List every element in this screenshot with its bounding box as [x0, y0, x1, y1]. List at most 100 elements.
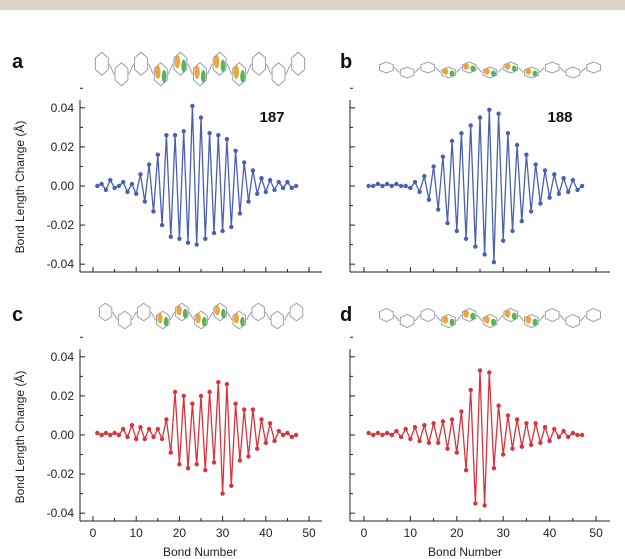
data-point	[575, 187, 580, 193]
data-point	[203, 236, 208, 241]
y-tick-label: 0.00	[51, 428, 75, 442]
data-point	[142, 199, 147, 204]
x-axis-title-right: Bond Number	[428, 545, 502, 559]
data-point	[285, 430, 290, 436]
data-point	[185, 240, 191, 245]
molecule-ring	[291, 51, 306, 76]
data-point	[255, 191, 260, 196]
data-point	[276, 428, 281, 434]
data-point	[575, 432, 580, 438]
molecule-bond	[414, 314, 421, 322]
data-point	[151, 434, 156, 440]
molecule-bond	[112, 311, 118, 321]
data-point	[547, 195, 552, 200]
data-point	[501, 238, 506, 243]
data-point	[561, 176, 566, 181]
orbital-lobe	[181, 59, 187, 73]
data-point	[524, 421, 529, 426]
data-point	[459, 409, 464, 414]
data-point	[454, 450, 459, 455]
panel-letter-d: d	[340, 304, 352, 326]
x-tick-label: 50	[589, 526, 603, 540]
data-point	[542, 168, 548, 173]
orbital-lobe	[483, 315, 490, 324]
data-point	[112, 430, 117, 436]
molecule-bond	[226, 63, 233, 75]
data-point	[138, 172, 143, 177]
data-point	[216, 133, 221, 138]
orbital-lobe	[442, 315, 449, 324]
data-point	[293, 183, 299, 189]
data-point	[116, 432, 122, 438]
orbital-lobe	[511, 65, 517, 72]
data-point	[250, 407, 256, 412]
compound-label: 188	[547, 109, 572, 126]
orbital-lobe	[491, 70, 497, 77]
data-point	[233, 401, 238, 406]
data-point	[440, 419, 446, 424]
data-point	[501, 452, 506, 457]
data-point	[566, 434, 571, 440]
orbital-lobe	[200, 70, 206, 83]
orbital-lobe	[233, 313, 239, 324]
molecule-bond	[559, 67, 566, 73]
x-tick-label: 40	[259, 526, 273, 540]
orbital-lobe	[240, 70, 245, 83]
data-point	[108, 177, 113, 183]
data-point	[129, 423, 135, 428]
data-point	[384, 181, 390, 187]
data-point	[366, 430, 371, 436]
x-tick-label: 10	[129, 526, 143, 540]
orbital-lobe	[214, 305, 220, 316]
data-point	[185, 466, 191, 471]
orbital-lobe	[483, 68, 490, 75]
molecule-bond	[559, 314, 566, 322]
data-point	[463, 236, 469, 241]
data-point	[403, 183, 408, 189]
y-axis-title-top: Bond Length Change (Å)	[12, 121, 27, 254]
panel-d: d 0 10 20 30 40 50	[340, 304, 610, 540]
data-point	[99, 432, 104, 438]
data-point	[259, 417, 264, 422]
data-point	[255, 446, 260, 451]
data-point	[477, 115, 483, 120]
orbital-lobe	[511, 312, 517, 320]
x-axis-title-left: Bond Number	[163, 545, 237, 559]
data-point	[103, 187, 109, 193]
data-point	[482, 503, 487, 508]
data-point	[190, 103, 195, 109]
molecule-ring	[212, 51, 227, 76]
data-point	[579, 432, 585, 438]
data-point	[224, 382, 230, 387]
data-point	[103, 430, 109, 436]
data-point	[487, 370, 492, 375]
data-point	[207, 389, 212, 395]
data-point	[468, 123, 473, 128]
molecule-ring	[524, 313, 539, 329]
y-tick-label: -0.04	[47, 257, 75, 271]
data-point	[280, 432, 286, 438]
data-point	[194, 242, 199, 247]
orbital-lobe	[233, 65, 240, 79]
data-point	[285, 179, 290, 185]
molecule-bond	[207, 311, 214, 321]
molecule-ring	[213, 302, 227, 322]
panel-a: a 0.04 0.02 0.00 -0.02 -0.04 187	[12, 51, 322, 273]
data-point	[164, 133, 169, 138]
molecule-structure-d	[379, 307, 601, 329]
data-point	[440, 154, 446, 159]
data-point	[224, 136, 230, 142]
x-tick-label: 0	[361, 526, 368, 540]
data-point	[552, 172, 557, 177]
orbital-lobe	[174, 54, 181, 69]
data-point	[250, 168, 256, 173]
molecule-ring	[251, 51, 266, 76]
molecule-bond	[435, 314, 442, 322]
data-point	[168, 450, 173, 455]
data-point	[487, 107, 492, 113]
x-tick-label: 10	[404, 526, 418, 540]
panel-c: c 0.04 0.02 0.00 -0.02 -0.04 0 10 20 30 40 50	[12, 302, 322, 540]
molecule-ring	[114, 62, 129, 87]
molecule-bond	[538, 67, 545, 73]
